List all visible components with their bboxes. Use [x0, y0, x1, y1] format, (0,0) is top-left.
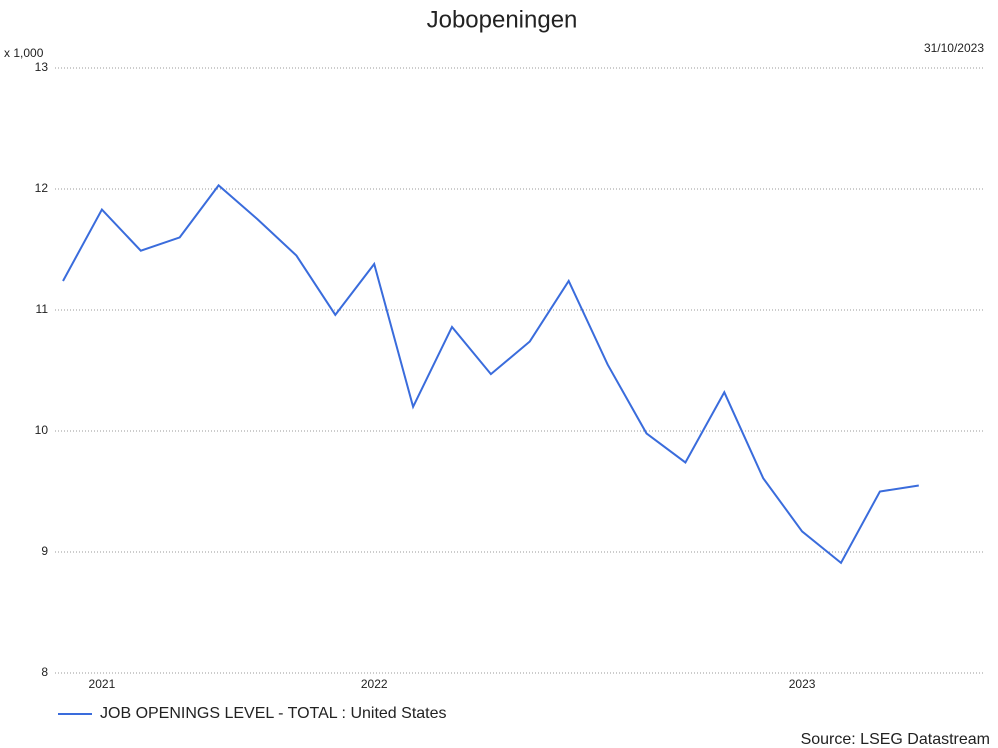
x-tick-label: 2023 [789, 677, 816, 691]
y-tick-label: 12 [35, 181, 49, 195]
y-tick-label: 8 [41, 665, 48, 679]
legend-label: JOB OPENINGS LEVEL - TOTAL : United Stat… [100, 705, 447, 722]
y-tick-label: 13 [35, 60, 49, 74]
y-tick-label: 9 [41, 544, 48, 558]
y-tick-label: 10 [35, 423, 49, 437]
source: Source: LSEG Datastream [801, 731, 990, 748]
x-tick-label: 2022 [361, 677, 388, 691]
line-series [62, 183, 919, 565]
chart-title: Jobopeningen [427, 6, 578, 33]
x-tick-label: 2021 [89, 677, 116, 691]
y-tick-label: 11 [36, 302, 49, 316]
date-label: 31/10/2023 [924, 41, 984, 55]
unit-label: x 1,000 [4, 46, 44, 60]
